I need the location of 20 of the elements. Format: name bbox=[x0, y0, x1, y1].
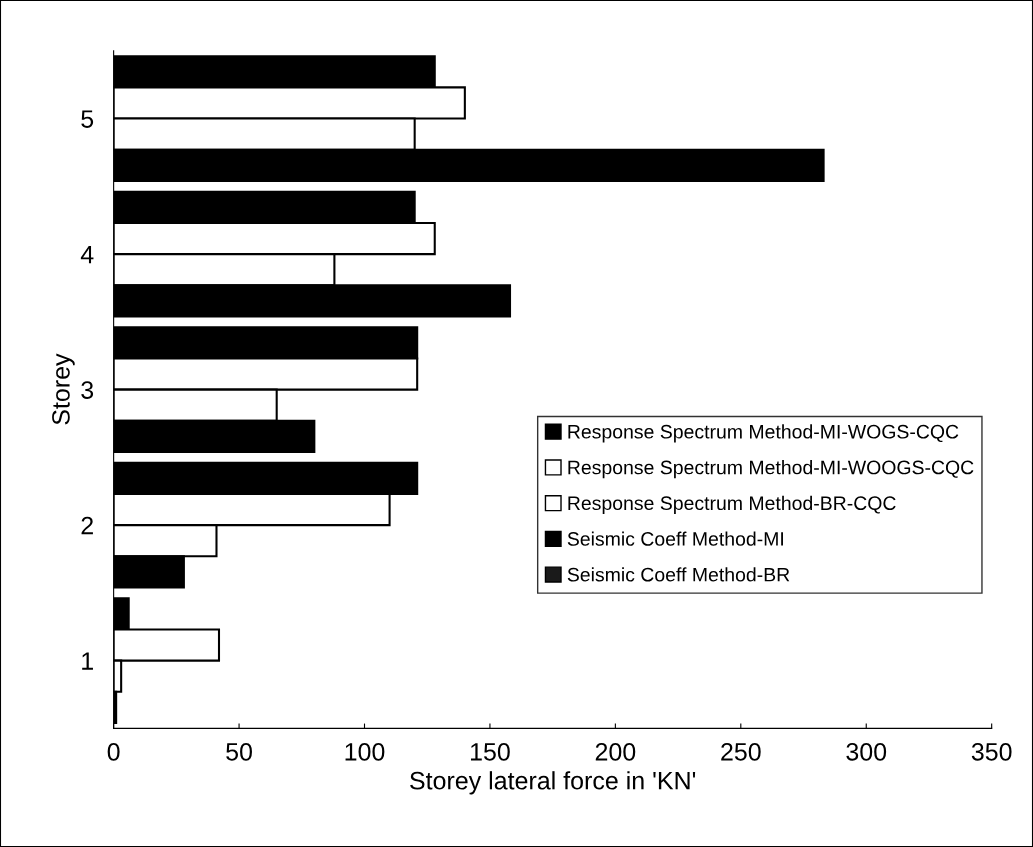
y-tick-label: 1 bbox=[82, 652, 93, 670]
x-tick-label: 0 bbox=[107, 742, 120, 761]
y-tick-label: 5 bbox=[81, 110, 94, 128]
x-tick-label: 250 bbox=[721, 742, 761, 761]
legend-label: Seismic Coeff Method-MI bbox=[567, 531, 783, 546]
y-tick-label: 4 bbox=[80, 245, 94, 264]
x-tick-label: 100 bbox=[345, 742, 385, 761]
y-tick-label: 2 bbox=[81, 516, 93, 535]
legend-label: Seismic Coeff Method-BR bbox=[567, 567, 790, 582]
x-tick-label: 200 bbox=[595, 742, 636, 761]
x-tick-label: 300 bbox=[846, 742, 887, 761]
x-tick-label: 350 bbox=[971, 742, 1012, 761]
legend-label: Response Spectrum Method-MI-WOGS-CQC bbox=[568, 424, 959, 443]
y-axis-title: Storey bbox=[52, 353, 75, 425]
legend-label: Response Spectrum Method-BR-CQC bbox=[568, 495, 896, 514]
legend-label: Response Spectrum Method-MI-WOOGS-CQC bbox=[568, 460, 974, 479]
x-tick-label: 150 bbox=[470, 742, 510, 761]
x-axis-title: Storey lateral force in 'KN' bbox=[410, 771, 696, 795]
y-tick-label: 3 bbox=[81, 381, 94, 399]
x-tick-label: 50 bbox=[226, 742, 252, 761]
